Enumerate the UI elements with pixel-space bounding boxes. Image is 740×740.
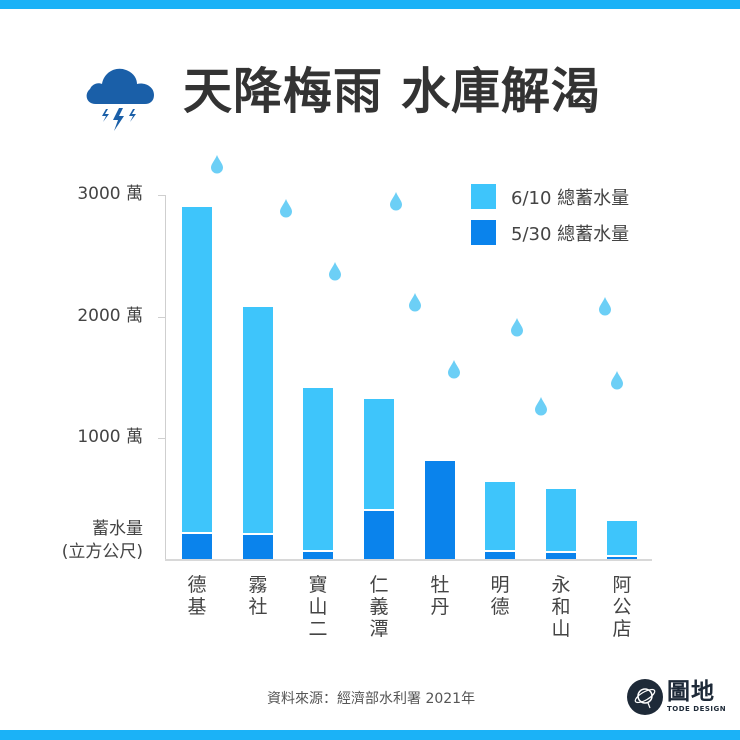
- bar-segment-5-30: [546, 551, 576, 559]
- x-axis-label: 寶山二: [308, 574, 328, 640]
- bar-阿公店: [607, 521, 637, 559]
- bar-segment-5-30: [485, 550, 515, 559]
- y-tick: [158, 438, 165, 439]
- bar-segment-6-10: [303, 388, 333, 559]
- bar-segment-6-10: [243, 307, 273, 559]
- bar-segment-5-30: [243, 533, 273, 559]
- bar-segment-6-10: [607, 521, 637, 559]
- y-tick: [158, 317, 165, 318]
- x-axis-label: 明德: [490, 574, 510, 618]
- x-axis-label: 霧社: [248, 574, 268, 618]
- bar-永和山: [546, 489, 576, 559]
- bar-segment-5-30: [364, 509, 394, 559]
- logo-english-name: TODE DESIGN: [667, 705, 727, 713]
- raindrop-icon: [511, 318, 523, 337]
- bar-segment-6-10: [182, 207, 212, 559]
- bar-明德: [485, 482, 515, 559]
- raindrop-icon: [280, 199, 292, 218]
- x-axis-label: 永和山: [551, 574, 571, 640]
- bar-德基: [182, 207, 212, 559]
- legend-swatch: [471, 220, 496, 245]
- y-tick: [158, 195, 165, 196]
- planet-logo-icon: [627, 679, 663, 715]
- bar-segment-5-30: [607, 555, 637, 559]
- legend-item-6-10: 6/10 總蓄水量: [471, 184, 629, 209]
- legend-label: 6/10 總蓄水量: [511, 187, 630, 209]
- raindrop-icon: [599, 297, 611, 316]
- x-axis-label: 阿公店: [612, 574, 632, 640]
- x-axis-label: 仁義潭: [369, 574, 389, 640]
- bar-寶山二: [303, 388, 333, 559]
- bar-仁義潭: [364, 399, 394, 559]
- x-axis-label: 德基: [187, 574, 207, 618]
- page-title: 天降梅雨 水庫解渴: [183, 63, 602, 120]
- y-tick-label: 3000 萬: [77, 184, 143, 204]
- bar-牡丹: [425, 461, 455, 559]
- bar-segment-6-10: [546, 489, 576, 559]
- x-axis-label: 牡丹: [430, 574, 450, 618]
- legend-item-5-30: 5/30 總蓄水量: [471, 220, 629, 245]
- brand-logo: 圖地 TODE DESIGN: [627, 679, 726, 715]
- bar-segment-5-30: [425, 461, 455, 559]
- raindrop-icon: [390, 192, 402, 211]
- bar-霧社: [243, 307, 273, 559]
- top-accent-bar: [0, 0, 740, 9]
- logo-chinese-name: 圖地: [667, 679, 715, 705]
- legend-label: 5/30 總蓄水量: [511, 223, 630, 245]
- y-axis-unit-label: 蓄水量 (立方公尺): [61, 519, 143, 562]
- y-axis-line: [165, 195, 166, 559]
- data-source: 資料來源：經濟部水利署 2021年: [267, 691, 476, 707]
- raindrop-icon: [448, 360, 460, 379]
- y-tick-label: 2000 萬: [77, 306, 143, 326]
- raindrop-icon: [535, 397, 547, 416]
- legend-swatch: [471, 184, 496, 209]
- raindrop-icon: [611, 371, 623, 390]
- raindrop-icon: [211, 155, 223, 174]
- x-axis-baseline: [165, 559, 652, 561]
- bottom-accent-bar: [0, 730, 740, 740]
- bar-segment-6-10: [485, 482, 515, 559]
- raindrop-icon: [329, 262, 341, 281]
- raindrop-icon: [409, 293, 421, 312]
- bar-segment-5-30: [182, 532, 212, 559]
- bar-segment-5-30: [303, 550, 333, 559]
- y-tick-label: 1000 萬: [77, 427, 143, 447]
- thunderstorm-cloud-icon: [86, 68, 154, 131]
